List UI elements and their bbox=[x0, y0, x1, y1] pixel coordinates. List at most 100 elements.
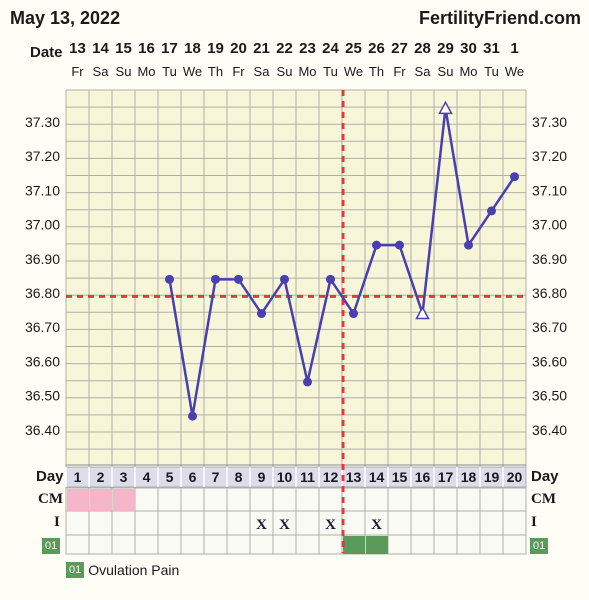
temperature-point bbox=[510, 172, 519, 182]
cycle-day-label: 8 bbox=[235, 469, 243, 485]
cm-cell bbox=[113, 489, 135, 511]
intercourse-row-label-right: I bbox=[531, 514, 537, 530]
temperature-point bbox=[349, 309, 358, 319]
cycle-day-label: 2 bbox=[97, 469, 105, 485]
cm-cell bbox=[67, 489, 89, 511]
intercourse-row-label-left: I bbox=[54, 514, 60, 530]
date-label: 17 bbox=[161, 40, 178, 57]
day-row-label-left: Day bbox=[36, 468, 64, 485]
y-tick-label-left: 36.50 bbox=[25, 388, 60, 404]
ovulation-code-badge-right: 01 bbox=[530, 538, 549, 554]
intercourse-mark: X bbox=[371, 517, 382, 533]
y-tick-label-left: 36.40 bbox=[25, 422, 60, 438]
date-label: 22 bbox=[276, 40, 293, 57]
temperature-point bbox=[188, 411, 197, 421]
y-tick-label-right: 37.10 bbox=[532, 182, 567, 198]
cycle-day-label: 12 bbox=[323, 469, 339, 485]
temperature-point-open bbox=[438, 100, 453, 115]
cycle-day-label: 14 bbox=[369, 469, 385, 485]
date-label: 16 bbox=[138, 40, 155, 57]
weekday-label: Sa bbox=[254, 64, 271, 79]
date-label: 19 bbox=[207, 40, 224, 57]
intercourse-mark: X bbox=[325, 517, 336, 533]
weekday-label: We bbox=[505, 64, 524, 79]
date-label: 14 bbox=[92, 40, 109, 57]
chart-date: May 13, 2022 bbox=[10, 8, 121, 28]
intercourse-mark: X bbox=[256, 517, 267, 533]
cycle-day-label: 19 bbox=[484, 469, 500, 485]
cycle-day-label: 11 bbox=[300, 469, 315, 485]
cm-row-label-right: CM bbox=[531, 491, 556, 507]
legend: 01 Ovulation Pain bbox=[66, 562, 179, 578]
y-tick-label-right: 36.80 bbox=[532, 285, 567, 301]
y-tick-label-right: 37.20 bbox=[532, 148, 567, 164]
y-tick-label-right: 37.30 bbox=[532, 114, 567, 130]
y-tick-label-left: 37.20 bbox=[25, 148, 60, 164]
cycle-day-label: 10 bbox=[277, 469, 293, 485]
date-label: 26 bbox=[368, 40, 385, 57]
date-label: 20 bbox=[230, 40, 247, 57]
y-tick-label-left: 36.90 bbox=[25, 251, 60, 267]
intercourse-mark: X bbox=[279, 517, 290, 533]
date-label: 13 bbox=[69, 40, 86, 57]
weekday-label: Sa bbox=[415, 64, 432, 79]
date-label: 23 bbox=[299, 40, 316, 57]
weekday-label: Tu bbox=[323, 64, 338, 79]
site-name: FertilityFriend.com bbox=[418, 8, 581, 28]
weekday-label: Su bbox=[438, 64, 454, 79]
ovulation-pain-cell bbox=[366, 536, 388, 554]
weekday-label: Tu bbox=[162, 64, 177, 79]
temperature-point bbox=[326, 274, 335, 284]
ovulation-code-badge-left: 01 bbox=[42, 538, 61, 554]
weekday-label: Fr bbox=[393, 64, 406, 79]
weekday-label: Sa bbox=[93, 64, 110, 79]
weekday-label: Su bbox=[277, 64, 293, 79]
weekday-label: Th bbox=[208, 64, 223, 79]
cycle-day-label: 1 bbox=[74, 469, 82, 485]
weekday-label: Mo bbox=[459, 64, 477, 79]
date-label: 18 bbox=[184, 40, 201, 57]
temperature-point bbox=[487, 206, 496, 216]
y-tick-label-right: 36.60 bbox=[532, 353, 567, 369]
cm-row-label-left: CM bbox=[38, 491, 63, 507]
y-tick-label-left: 37.00 bbox=[25, 217, 60, 233]
date-label: 27 bbox=[391, 40, 408, 57]
temperature-point-open bbox=[415, 305, 430, 320]
weekday-label: Mo bbox=[137, 64, 155, 79]
y-tick-label-right: 37.00 bbox=[532, 217, 567, 233]
weekday-label: Su bbox=[116, 64, 132, 79]
cycle-day-label: 6 bbox=[189, 469, 197, 485]
cycle-day-label: 13 bbox=[346, 469, 362, 485]
ovulation-pain-cell bbox=[343, 536, 365, 554]
date-label: 25 bbox=[345, 40, 362, 57]
y-tick-label-left: 36.60 bbox=[25, 353, 60, 369]
temperature-point bbox=[303, 377, 312, 387]
date-label: 21 bbox=[253, 40, 270, 57]
temperature-point bbox=[234, 274, 243, 284]
weekday-label: Mo bbox=[298, 64, 316, 79]
date-label: 24 bbox=[322, 40, 339, 57]
cycle-day-label: 5 bbox=[166, 469, 174, 485]
cycle-day-label: 20 bbox=[507, 469, 523, 485]
temperature-point bbox=[395, 240, 404, 250]
weekday-label: Fr bbox=[232, 64, 245, 79]
legend-code-badge: 01 bbox=[66, 562, 85, 578]
date-label: 29 bbox=[437, 40, 454, 57]
date-label: 31 bbox=[483, 40, 500, 57]
temperature-point bbox=[372, 240, 381, 250]
y-tick-label-left: 36.70 bbox=[25, 319, 60, 335]
temperature-point bbox=[280, 274, 289, 284]
temperature-point bbox=[211, 274, 220, 284]
y-tick-label-left: 37.30 bbox=[25, 114, 60, 130]
date-label: 1 bbox=[510, 40, 518, 57]
y-tick-label-left: 36.80 bbox=[25, 285, 60, 301]
weekday-label: We bbox=[183, 64, 202, 79]
cycle-day-label: 17 bbox=[438, 469, 454, 485]
date-label: 28 bbox=[414, 40, 431, 57]
weekday-label: Tu bbox=[484, 64, 499, 79]
weekday-label: Fr bbox=[71, 64, 84, 79]
cycle-day-label: 7 bbox=[212, 469, 220, 485]
day-row-label-right: Day bbox=[531, 468, 559, 485]
y-tick-label-right: 36.90 bbox=[532, 251, 567, 267]
